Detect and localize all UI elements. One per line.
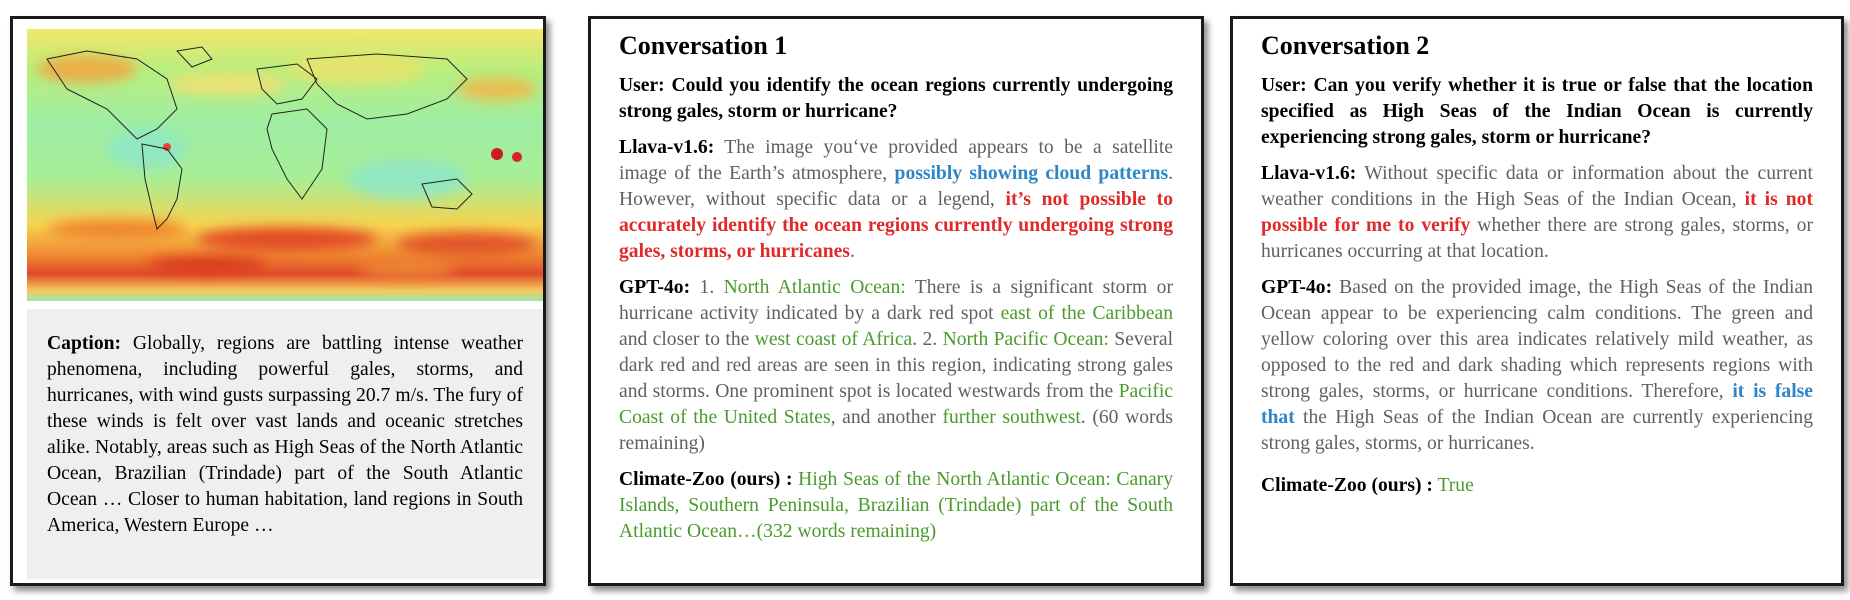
conversation-1-panel: Conversation 1 User: Could you identify … — [588, 16, 1204, 586]
gpt-text: . (60 words remaining) — [619, 407, 1173, 454]
gpt-text: Based on the provided image, the High Se… — [1261, 277, 1813, 402]
caption-text: Globally, regions are battling intense w… — [47, 333, 523, 536]
conversation-1-title: Conversation 1 — [619, 31, 788, 60]
gpt-text: , and another — [830, 407, 943, 428]
llava-text: whether there are strong gales, storms, … — [1261, 215, 1814, 262]
gpt-highlight-green: North Atlantic Ocean: — [723, 277, 906, 298]
gpt-highlight-green: North Pacific Ocean: — [942, 329, 1109, 350]
gpt-highlight-green: east of the Caribbean — [1000, 303, 1173, 324]
llava-label: Llava-v1.6: — [1261, 163, 1357, 184]
gpt-highlight-green: Pacific Coast of the United States — [619, 381, 1173, 428]
conversation-1-zoo-answer: Climate-Zoo (ours) : High Seas of the No… — [619, 467, 1173, 545]
image-caption-panel: Caption: Globally, regions are battling … — [10, 16, 546, 586]
conversation-2-user-question: User: Can you verify whether it is true … — [1261, 75, 1813, 148]
conversation-2-gpt-answer: GPT-4o: Based on the provided image, the… — [1261, 275, 1813, 457]
conversation-2-zoo-answer: Climate-Zoo (ours) : True — [1261, 473, 1813, 499]
llava-text: The image you‘ve provided appears to be … — [619, 137, 1173, 184]
climate-zoo-label: Climate-Zoo (ours) : — [1261, 475, 1433, 496]
conversation-2-llava-answer: Llava-v1.6: Without specific data or inf… — [1261, 161, 1813, 265]
llava-text: . However, without specific data or a le… — [619, 163, 1173, 210]
conversation-2-title: Conversation 2 — [1261, 31, 1430, 60]
caption-label: Caption: — [47, 333, 122, 354]
gpt-label: GPT-4o: — [619, 277, 691, 298]
gpt-text: . 2. — [912, 329, 943, 350]
llava-text: Without specific data or information abo… — [1261, 163, 1813, 210]
climate-zoo-text: True — [1432, 475, 1474, 496]
climate-zoo-label: Climate-Zoo (ours) : — [619, 469, 793, 490]
llava-highlight-red: it is not possible for me to verify — [1261, 189, 1813, 236]
gpt-highlight-green: further southwest — [942, 407, 1081, 428]
gpt-text: 1. — [690, 277, 724, 298]
caption-box: Caption: Globally, regions are battling … — [27, 309, 543, 579]
gpt-text: Several dark red and red areas are seen … — [619, 329, 1174, 402]
llava-highlight-red: it’s not possible to accurately identify… — [619, 189, 1173, 262]
llava-text: . — [849, 241, 855, 262]
gpt-text: There is a significant storm or hurrican… — [619, 277, 1173, 324]
gpt-text: and closer to the — [619, 329, 755, 350]
climate-zoo-text: High Seas of the North Atlantic Ocean: C… — [619, 469, 1174, 542]
llava-highlight-blue: possibly showing cloud patterns — [894, 163, 1169, 184]
llava-label: Llava-v1.6: — [619, 137, 715, 158]
gpt-text: the High Seas of the Indian Ocean are cu… — [1261, 407, 1813, 454]
conversation-2-panel: Conversation 2 User: Can you verify whet… — [1230, 16, 1844, 586]
conversation-1-gpt-answer: GPT-4o: 1. North Atlantic Ocean: There i… — [619, 275, 1173, 457]
gpt-highlight-green: west coast of Africa — [754, 329, 913, 350]
gpt-label: GPT-4o: — [1261, 277, 1333, 298]
conversation-1-user-question: User: Could you identify the ocean regio… — [619, 75, 1173, 122]
conversation-1-llava-answer: Llava-v1.6: The image you‘ve provided ap… — [619, 135, 1173, 265]
gpt-highlight-blue: it is false that — [1261, 381, 1813, 428]
wind-map-image — [27, 29, 543, 301]
